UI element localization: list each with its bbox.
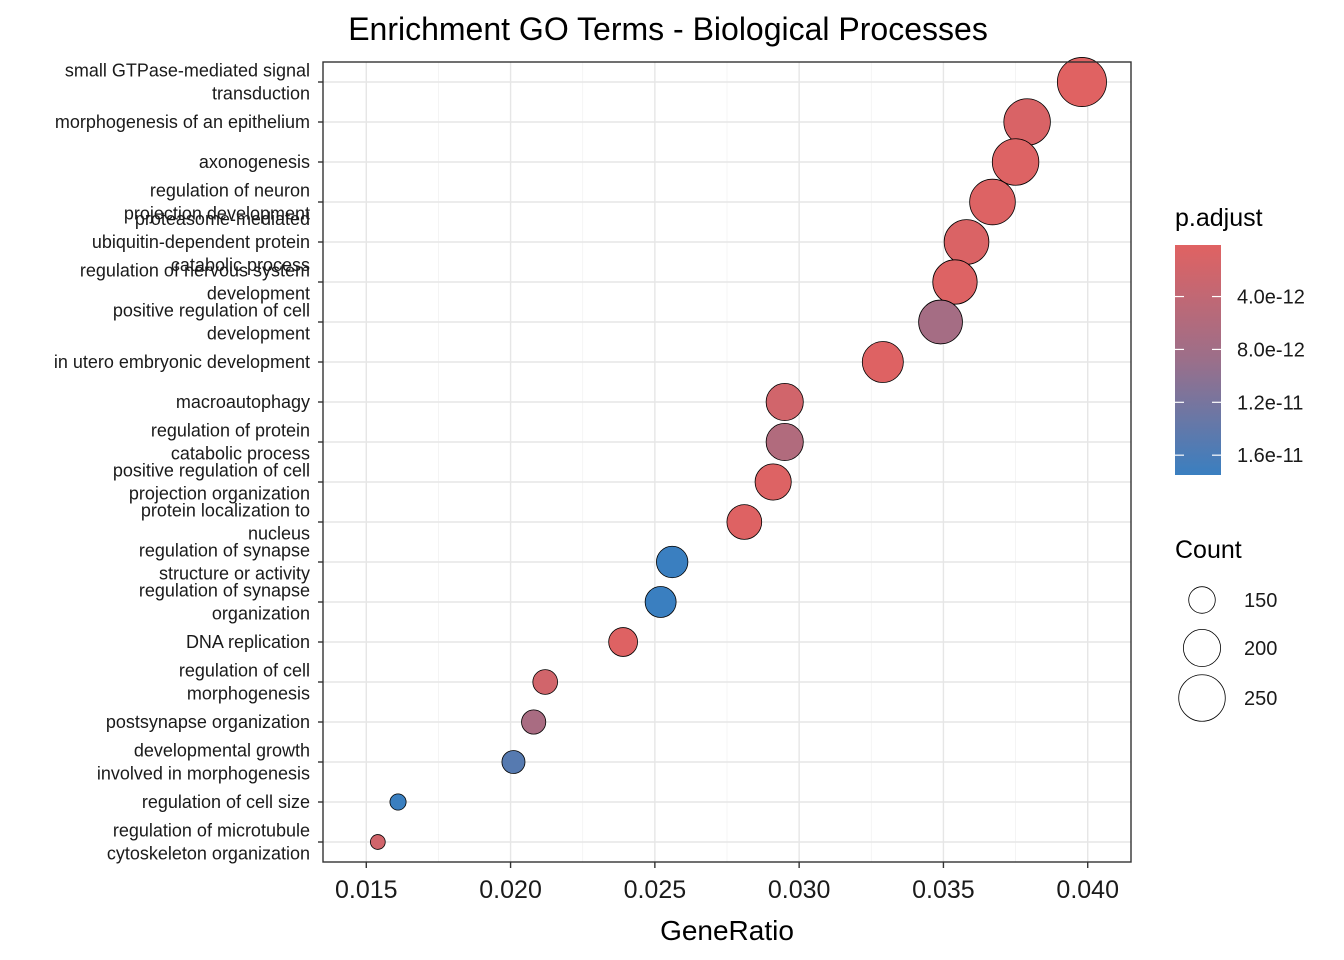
x-tick-label: 0.015: [335, 876, 398, 904]
y-tick-label: regulation of protein catabolic process: [151, 421, 310, 464]
data-point: [765, 383, 804, 421]
data-point: [532, 669, 558, 695]
data-point: [389, 793, 407, 811]
y-tick-label: postsynapse organization: [106, 712, 310, 732]
x-tick-label: 0.030: [768, 876, 831, 904]
x-tick-label: 0.020: [479, 876, 542, 904]
size-legend-key: [1188, 586, 1216, 614]
data-point: [656, 545, 689, 579]
data-points: [370, 57, 1107, 850]
color-legend-label: 1.6e-11: [1237, 445, 1303, 467]
y-tick-label: regulation of nervous system development: [80, 261, 310, 304]
x-tick-label: 0.040: [1056, 876, 1119, 904]
data-point: [501, 750, 526, 774]
data-point: [991, 138, 1040, 186]
y-tick-label: regulation of synapse organization: [139, 581, 310, 624]
data-point: [932, 259, 978, 305]
color-legend: p.adjust 4.0e-12 8.0e-12 1.2e-11 1.6e-11: [1175, 204, 1305, 475]
size-legend-key: [1183, 629, 1221, 667]
size-legend-key: [1178, 674, 1226, 722]
y-tick-label: regulation of synapse structure or activi…: [139, 541, 310, 584]
chart-title: Enrichment GO Terms - Biological Process…: [348, 11, 988, 47]
grid-lines: [323, 62, 1131, 862]
y-tick-label: regulation of neuron projection developme…: [124, 181, 310, 224]
y-tick-label: protein localization to nucleus: [141, 501, 310, 544]
y-tick-label: regulation of cell size: [142, 792, 310, 812]
data-point: [521, 709, 547, 735]
color-legend-label: 1.2e-11: [1237, 392, 1303, 414]
data-point: [1056, 57, 1107, 107]
size-legend-title: Count: [1175, 536, 1242, 564]
color-legend-bar: [1175, 245, 1221, 475]
data-point: [969, 178, 1016, 226]
x-axis-title: GeneRatio: [660, 915, 794, 946]
data-point: [754, 463, 792, 501]
y-tick-label: small GTPase-mediated signal transduction: [65, 61, 310, 104]
color-legend-label: 8.0e-12: [1237, 339, 1305, 361]
y-tick-label: in utero embryonic development: [54, 352, 310, 372]
data-point: [861, 341, 904, 383]
y-tick-label: positive regulation of cell development: [113, 301, 310, 344]
y-tick-label: regulation of microtubule cytoskeleton or…: [107, 821, 310, 864]
data-point: [1003, 98, 1051, 146]
data-point: [370, 834, 386, 850]
y-tick-label: morphogenesis of an epithelium: [55, 112, 310, 132]
size-legend-label: 150: [1244, 590, 1277, 612]
y-tick-label: regulation of cell morphogenesis: [179, 661, 310, 704]
y-tick-label: proteasome-mediated ubiquitin-dependent p…: [92, 209, 310, 275]
data-point: [943, 219, 990, 265]
size-legend-label: 200: [1244, 638, 1277, 660]
data-point: [918, 299, 963, 345]
size-legend-label: 250: [1244, 688, 1277, 710]
data-point: [644, 586, 677, 618]
y-tick-label: DNA replication: [186, 632, 310, 652]
x-tick-label: 0.035: [912, 876, 975, 904]
y-axis-labels: small GTPase-mediated signal transduction…: [54, 61, 323, 864]
color-legend-title: p.adjust: [1175, 204, 1263, 232]
color-legend-label: 4.0e-12: [1237, 287, 1305, 309]
data-point: [726, 504, 763, 540]
y-tick-label: positive regulation of cell projection or…: [113, 461, 310, 504]
plot-frame: [322, 61, 1132, 863]
data-point: [608, 627, 638, 657]
size-legend: Count 150 200 250: [1175, 536, 1277, 722]
y-tick-label: developmental growth involved in morphoge…: [97, 741, 310, 784]
x-axis-ticks: 0.015 0.020 0.025 0.030 0.035 0.040: [335, 862, 1119, 904]
data-point: [765, 423, 804, 461]
y-tick-label: axonogenesis: [199, 152, 310, 172]
x-tick-label: 0.025: [624, 876, 687, 904]
y-tick-label: macroautophagy: [176, 392, 310, 412]
panel-border: [322, 61, 1132, 863]
